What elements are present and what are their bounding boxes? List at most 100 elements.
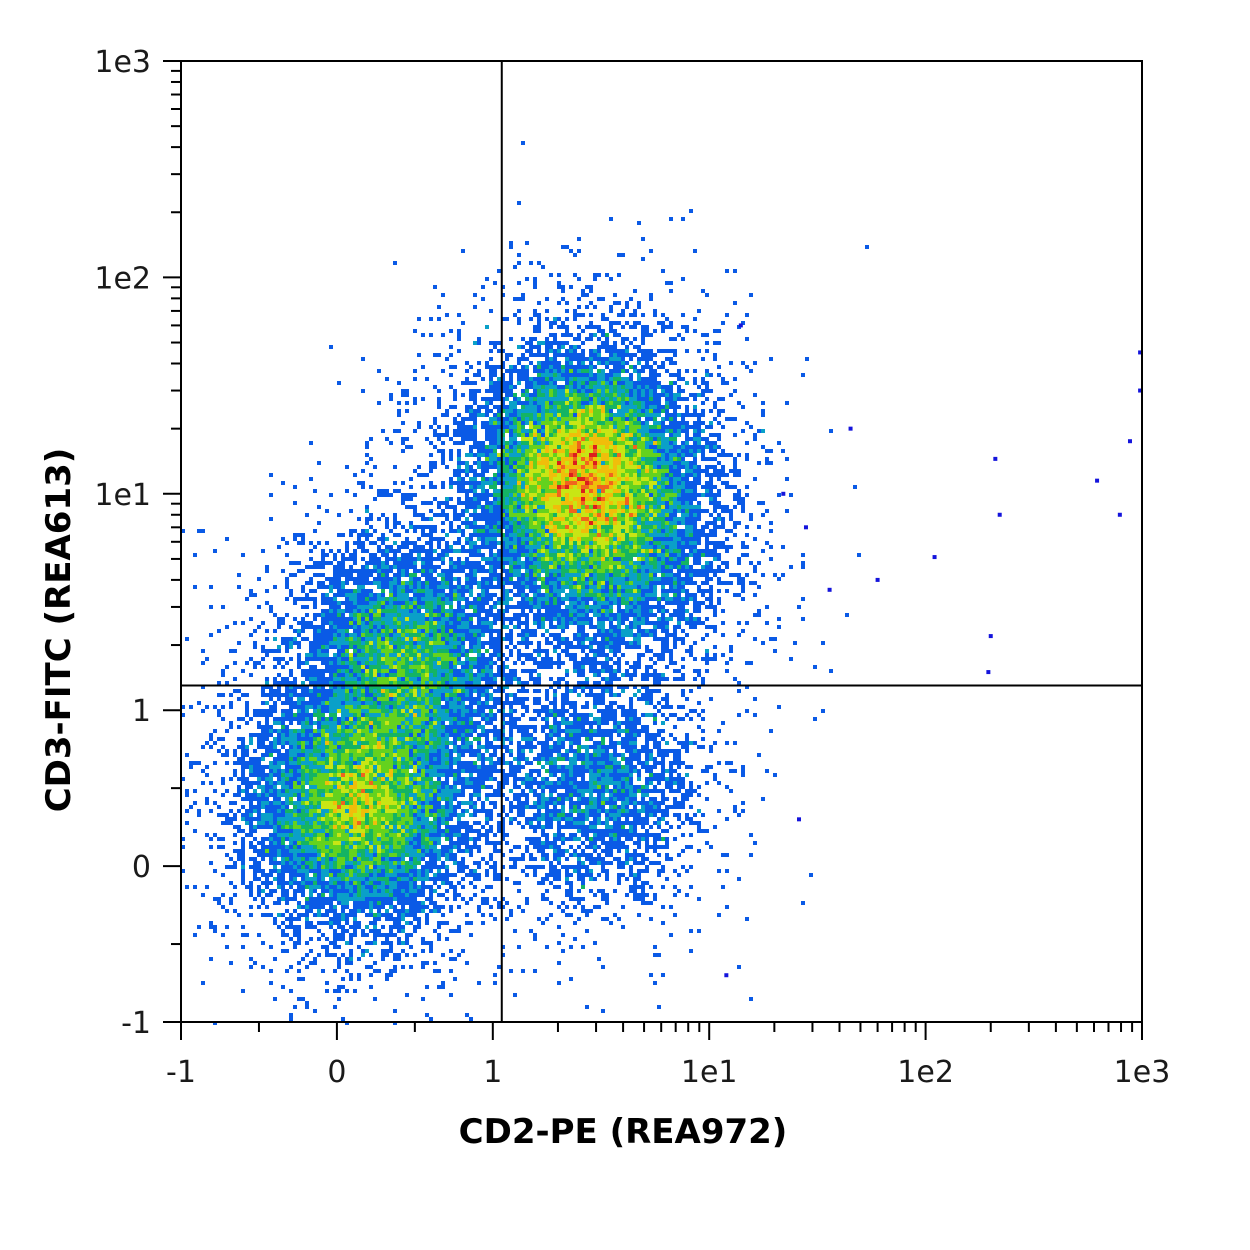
density-cell [669, 425, 673, 429]
density-cell [657, 441, 661, 445]
density-cell [497, 441, 501, 445]
density-cell [541, 505, 545, 509]
density-cell [497, 489, 501, 493]
density-cell [529, 525, 533, 529]
density-cell [433, 565, 437, 569]
density-cell [597, 573, 601, 577]
density-cell [549, 477, 553, 481]
density-cell [657, 449, 661, 453]
density-cell [685, 445, 689, 449]
density-cell [577, 237, 581, 241]
density-cell [625, 401, 629, 405]
density-cell [721, 561, 725, 565]
density-cell [685, 517, 689, 521]
density-cell [593, 541, 597, 545]
density-cell [677, 565, 681, 569]
density-cell [473, 517, 477, 521]
density-cell [433, 353, 437, 357]
density-cell [617, 301, 621, 305]
density-cell [753, 393, 757, 397]
density-cell [661, 485, 665, 489]
density-cell [349, 553, 353, 557]
density-cell [717, 513, 721, 517]
density-cell [561, 409, 565, 413]
density-cell [609, 349, 613, 353]
density-cell [397, 581, 401, 585]
density-cell [653, 437, 657, 441]
density-cell [397, 409, 401, 413]
density-cell [605, 437, 609, 441]
density-cell [465, 493, 469, 497]
density-cell [385, 601, 389, 605]
density-cell [581, 569, 585, 573]
density-cell [373, 581, 377, 585]
density-cell [361, 533, 365, 537]
density-cell [569, 549, 573, 553]
density-cell [605, 349, 609, 353]
density-cell [557, 365, 561, 369]
density-cell [709, 521, 713, 525]
density-cell [605, 577, 609, 581]
density-cell [557, 421, 561, 425]
density-cell [365, 561, 369, 565]
density-cell [537, 385, 541, 389]
density-cell [469, 513, 473, 517]
density-cell [329, 609, 333, 613]
density-cell [373, 593, 377, 597]
density-cell [557, 345, 561, 349]
density-cell [589, 577, 593, 581]
density-cell [517, 589, 521, 593]
density-cell [521, 377, 525, 381]
density-cell [541, 433, 545, 437]
density-cell [621, 553, 625, 557]
density-cell [657, 465, 661, 469]
density-cell [713, 473, 717, 477]
density-cell [553, 349, 557, 353]
density-cell [453, 589, 457, 593]
density-cell [345, 549, 349, 553]
density-cell [561, 537, 565, 541]
density-cell [413, 525, 417, 529]
density-cell [609, 449, 613, 453]
density-cell [749, 581, 753, 585]
density-cell [721, 525, 725, 529]
density-cell [629, 461, 633, 465]
density-cell [561, 417, 565, 421]
density-cell [629, 601, 633, 605]
density-cell [413, 545, 417, 549]
density-cell [561, 549, 565, 553]
density-cell [437, 317, 441, 321]
density-cell [593, 325, 597, 329]
density-cell [549, 561, 553, 565]
density-cell [589, 389, 593, 393]
density-cell [677, 585, 681, 589]
density-cell [629, 489, 633, 493]
density-cell [637, 573, 641, 577]
density-cell [461, 437, 465, 441]
density-cell [613, 445, 617, 449]
density-cell [685, 329, 689, 333]
density-cell [645, 417, 649, 421]
density-cell [413, 377, 417, 381]
density-cell [469, 449, 473, 453]
density-cell [429, 453, 433, 457]
density-cell [713, 529, 717, 533]
density-cell [561, 297, 565, 301]
density-cell [545, 577, 549, 581]
density-cell [649, 585, 653, 589]
density-cell [661, 469, 665, 473]
density-cell [457, 489, 461, 493]
density-cell [621, 469, 625, 473]
density-cell [393, 605, 397, 609]
density-cell [577, 313, 581, 317]
density-cell [641, 381, 645, 385]
density-cell [685, 409, 689, 413]
density-cell [617, 449, 621, 453]
density-cell [501, 377, 505, 381]
density-cell [585, 409, 589, 413]
density-cell [573, 529, 577, 533]
density-cell [389, 569, 393, 573]
density-cell [481, 513, 485, 517]
density-cell [525, 553, 529, 557]
density-cell [657, 373, 661, 377]
